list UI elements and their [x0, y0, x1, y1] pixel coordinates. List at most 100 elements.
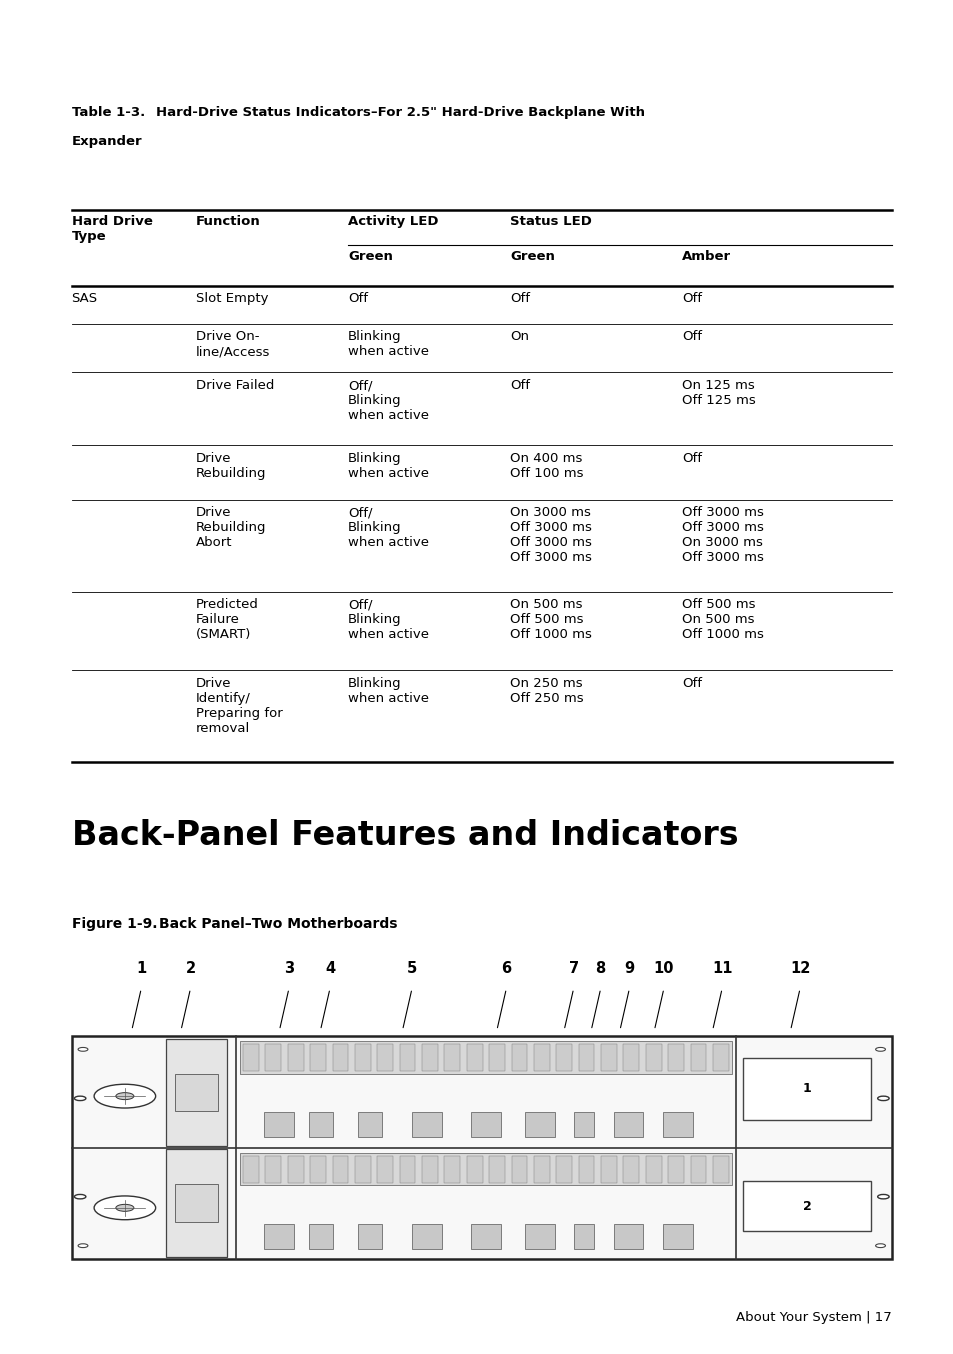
Text: Off: Off: [681, 292, 701, 306]
Ellipse shape: [875, 1244, 884, 1247]
FancyBboxPatch shape: [265, 1155, 281, 1182]
Text: SAS: SAS: [71, 292, 97, 306]
Ellipse shape: [78, 1048, 88, 1051]
FancyBboxPatch shape: [239, 1154, 731, 1185]
Text: Blinking
when active: Blinking when active: [348, 677, 429, 705]
FancyBboxPatch shape: [243, 1044, 258, 1071]
Text: Off: Off: [510, 292, 530, 306]
Text: On: On: [510, 330, 529, 344]
FancyBboxPatch shape: [355, 1155, 371, 1182]
FancyBboxPatch shape: [466, 1155, 482, 1182]
FancyBboxPatch shape: [310, 1044, 326, 1071]
Ellipse shape: [877, 1097, 888, 1101]
Text: 1: 1: [136, 961, 146, 976]
FancyBboxPatch shape: [556, 1044, 572, 1071]
FancyBboxPatch shape: [421, 1155, 437, 1182]
FancyBboxPatch shape: [399, 1155, 415, 1182]
Text: 9: 9: [623, 961, 634, 976]
FancyBboxPatch shape: [471, 1224, 500, 1248]
Text: Predicted
Failure
(SMART): Predicted Failure (SMART): [195, 598, 258, 642]
FancyBboxPatch shape: [690, 1044, 705, 1071]
FancyBboxPatch shape: [421, 1044, 437, 1071]
FancyBboxPatch shape: [489, 1044, 504, 1071]
Text: Drive
Rebuilding
Abort: Drive Rebuilding Abort: [195, 506, 266, 550]
Text: Drive
Rebuilding: Drive Rebuilding: [195, 452, 266, 481]
FancyBboxPatch shape: [712, 1044, 728, 1071]
FancyBboxPatch shape: [288, 1044, 303, 1071]
Text: Off/
Blinking
when active: Off/ Blinking when active: [348, 506, 429, 550]
Text: Off/
Blinking
when active: Off/ Blinking when active: [348, 598, 429, 642]
FancyBboxPatch shape: [662, 1224, 692, 1248]
Text: 3: 3: [284, 961, 294, 976]
Text: Off: Off: [510, 379, 530, 393]
Ellipse shape: [115, 1093, 133, 1099]
FancyBboxPatch shape: [444, 1044, 459, 1071]
FancyBboxPatch shape: [525, 1224, 555, 1248]
FancyBboxPatch shape: [471, 1112, 500, 1137]
Text: Amber: Amber: [681, 250, 730, 264]
Text: On 125 ms
Off 125 ms: On 125 ms Off 125 ms: [681, 379, 755, 408]
Text: On 3000 ms
Off 3000 ms
Off 3000 ms
Off 3000 ms: On 3000 ms Off 3000 ms Off 3000 ms Off 3…: [510, 506, 592, 565]
Ellipse shape: [875, 1048, 884, 1051]
Text: Off: Off: [348, 292, 368, 306]
Text: On 400 ms
Off 100 ms: On 400 ms Off 100 ms: [510, 452, 583, 481]
Text: 4: 4: [325, 961, 335, 976]
Text: 8: 8: [595, 961, 605, 976]
FancyBboxPatch shape: [645, 1155, 660, 1182]
FancyBboxPatch shape: [71, 1036, 891, 1259]
Text: Status LED: Status LED: [510, 215, 592, 229]
Ellipse shape: [94, 1085, 155, 1108]
FancyBboxPatch shape: [264, 1224, 294, 1248]
FancyBboxPatch shape: [525, 1112, 555, 1137]
Text: 2: 2: [801, 1200, 811, 1213]
Text: Off: Off: [681, 330, 701, 344]
FancyBboxPatch shape: [264, 1112, 294, 1137]
Text: Figure 1-9.: Figure 1-9.: [71, 917, 157, 930]
Text: 12: 12: [789, 961, 809, 976]
Text: Back Panel–Two Motherboards: Back Panel–Two Motherboards: [159, 917, 397, 930]
Text: Hard Drive
Type: Hard Drive Type: [71, 215, 152, 244]
Text: Off/
Blinking
when active: Off/ Blinking when active: [348, 379, 429, 422]
FancyBboxPatch shape: [613, 1224, 642, 1248]
Text: 5: 5: [407, 961, 416, 976]
FancyBboxPatch shape: [166, 1039, 227, 1147]
FancyBboxPatch shape: [741, 1181, 871, 1231]
Text: Off 500 ms
On 500 ms
Off 1000 ms: Off 500 ms On 500 ms Off 1000 ms: [681, 598, 763, 642]
FancyBboxPatch shape: [667, 1155, 683, 1182]
FancyBboxPatch shape: [511, 1155, 527, 1182]
FancyBboxPatch shape: [574, 1112, 594, 1137]
FancyBboxPatch shape: [412, 1112, 441, 1137]
Text: Slot Empty: Slot Empty: [195, 292, 268, 306]
Text: Green: Green: [510, 250, 555, 264]
FancyBboxPatch shape: [623, 1044, 639, 1071]
Text: Drive On-
line/Access: Drive On- line/Access: [195, 330, 270, 359]
FancyBboxPatch shape: [175, 1074, 218, 1112]
Ellipse shape: [78, 1244, 88, 1247]
FancyBboxPatch shape: [741, 1059, 871, 1120]
Text: On 500 ms
Off 500 ms
Off 1000 ms: On 500 ms Off 500 ms Off 1000 ms: [510, 598, 592, 642]
Text: 10: 10: [653, 961, 674, 976]
FancyBboxPatch shape: [466, 1044, 482, 1071]
FancyBboxPatch shape: [357, 1112, 382, 1137]
Text: Activity LED: Activity LED: [348, 215, 438, 229]
Text: 6: 6: [500, 961, 511, 976]
FancyBboxPatch shape: [623, 1155, 639, 1182]
Text: 1: 1: [801, 1082, 811, 1095]
Text: On 250 ms
Off 250 ms: On 250 ms Off 250 ms: [510, 677, 583, 705]
FancyBboxPatch shape: [355, 1044, 371, 1071]
FancyBboxPatch shape: [243, 1155, 258, 1182]
FancyBboxPatch shape: [310, 1155, 326, 1182]
FancyBboxPatch shape: [265, 1044, 281, 1071]
Text: Off: Off: [681, 677, 701, 691]
FancyBboxPatch shape: [175, 1183, 218, 1221]
Ellipse shape: [115, 1204, 133, 1212]
FancyBboxPatch shape: [166, 1150, 227, 1257]
Ellipse shape: [877, 1194, 888, 1198]
FancyBboxPatch shape: [534, 1155, 549, 1182]
Text: Expander: Expander: [71, 135, 142, 149]
FancyBboxPatch shape: [309, 1224, 333, 1248]
FancyBboxPatch shape: [578, 1155, 594, 1182]
Text: Off: Off: [681, 452, 701, 466]
FancyBboxPatch shape: [690, 1155, 705, 1182]
Text: About Your System | 17: About Your System | 17: [736, 1311, 891, 1324]
